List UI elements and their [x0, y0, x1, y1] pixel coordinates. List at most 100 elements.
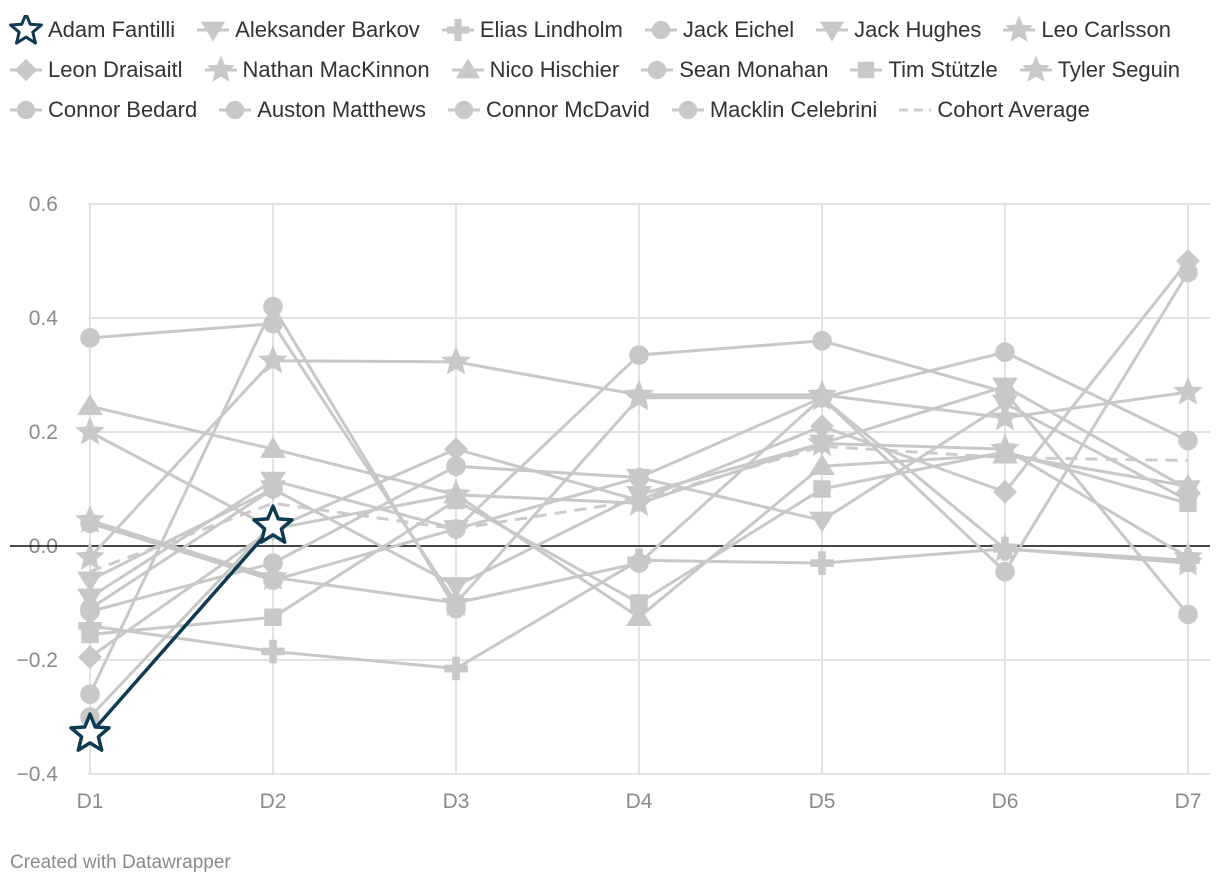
- legend-item-nathan-mackinnon: Nathan MacKinnon: [203, 50, 430, 90]
- data-point: [624, 487, 654, 516]
- legend-label: Tim Stützle: [888, 57, 998, 82]
- x-tick-label: D5: [809, 790, 836, 813]
- legend-marker: [455, 58, 480, 79]
- data-point: [813, 480, 831, 498]
- legend-item-connor-bedard: Connor Bedard: [8, 90, 197, 130]
- data-point: [77, 588, 103, 610]
- legend-marker: [16, 100, 36, 120]
- legend-marker: [454, 100, 474, 120]
- legend-marker: [1021, 55, 1050, 82]
- legend-marker: [651, 20, 671, 40]
- data-point: [447, 491, 465, 510]
- legend-swatch: [10, 58, 42, 82]
- data-point: [1178, 430, 1198, 451]
- legend-label: Cohort Average: [937, 97, 1090, 122]
- data-point: [81, 625, 99, 644]
- data-point: [263, 296, 283, 317]
- legend-marker: [678, 100, 697, 120]
- data-point: [629, 345, 649, 365]
- data-point: [996, 443, 1014, 461]
- data-point: [993, 479, 1017, 504]
- legend-marker: [9, 15, 43, 45]
- legend-marker: [201, 21, 226, 42]
- legend-item-auston-matthews: Auston Matthews: [217, 90, 426, 130]
- legend-swatch: [9, 15, 43, 45]
- data-point: [807, 382, 837, 411]
- data-point: [443, 577, 469, 599]
- data-point: [809, 511, 835, 533]
- data-point: [446, 598, 466, 619]
- legend-marker: [446, 19, 469, 41]
- data-point: [990, 533, 1020, 562]
- legend-item-sean-monahan: Sean Monahan: [639, 50, 828, 90]
- legend-item-macklin-celebrini: Macklin Celebrini: [670, 90, 877, 130]
- legend-swatch: [441, 19, 474, 41]
- legend-label: Leon Draisaitl: [48, 57, 183, 82]
- series-connor-mcdavid: [80, 479, 283, 619]
- legend-swatch: [219, 100, 252, 120]
- data-point: [260, 436, 286, 458]
- datawrapper-credit: Created with Datawrapper: [10, 852, 231, 873]
- y-tick-label: 0.2: [29, 421, 58, 444]
- data-point: [630, 594, 648, 612]
- legend-label: Jack Eichel: [682, 17, 795, 42]
- data-point: [263, 479, 283, 499]
- legend-item-leon-draisaitl: Leon Draisaitl: [8, 50, 183, 90]
- axis-layer: −0.4−0.20.00.20.40.6D1 D2 D3 D4 D5 D6 D7: [10, 193, 1210, 813]
- data-point: [78, 645, 102, 670]
- legend-item-elias-lindholm: Elias Lindholm: [440, 10, 623, 50]
- data-point: [69, 712, 111, 752]
- legend-swatch: [1003, 15, 1036, 42]
- legend-item-tim-stutzle: Tim Stützle: [848, 50, 998, 90]
- legend-swatch: [816, 21, 849, 42]
- legend-label: Leo Carlsson: [1041, 17, 1171, 42]
- data-point: [995, 342, 1015, 363]
- data-point: [75, 541, 105, 570]
- data-point: [626, 605, 652, 626]
- legend-label: Jack Hughes: [854, 17, 982, 42]
- data-point: [812, 331, 832, 351]
- legend-marker: [820, 21, 845, 42]
- series-connor-bedard: [80, 296, 466, 705]
- data-point: [624, 382, 654, 411]
- data-point: [807, 427, 837, 456]
- data-point: [1176, 249, 1200, 273]
- data-point: [80, 684, 100, 705]
- data-point: [80, 328, 100, 348]
- data-point: [995, 561, 1015, 582]
- x-tick-label: D1: [77, 790, 104, 813]
- data-point: [75, 416, 105, 445]
- legend-label: Aleksander Barkov: [235, 17, 420, 42]
- data-point: [1178, 604, 1198, 625]
- legend-swatch: [1019, 55, 1052, 82]
- data-point: [1173, 376, 1203, 405]
- x-tick-label: D2: [260, 790, 287, 813]
- y-tick-label: 0.6: [29, 193, 58, 216]
- legend-marker: [226, 100, 245, 120]
- data-point: [809, 453, 835, 475]
- y-tick-label: −0.4: [17, 763, 59, 786]
- data-point: [629, 553, 649, 573]
- legend-swatch: [197, 21, 230, 42]
- legend-label: Nathan MacKinnon: [242, 57, 430, 82]
- legend-swatch: [204, 55, 237, 82]
- legend-item-adam-fantilli: Adam Fantilli: [8, 10, 175, 50]
- data-point: [80, 513, 100, 534]
- data-point: [264, 608, 282, 626]
- legend-swatch: [451, 58, 484, 79]
- data-point: [261, 639, 285, 664]
- legend-label: Sean Monahan: [679, 57, 829, 82]
- x-tick-label: D6: [992, 790, 1019, 813]
- legend-label: Tyler Seguin: [1057, 57, 1180, 82]
- legend-swatch: [10, 100, 42, 120]
- legend-item-jack-eichel: Jack Eichel: [643, 10, 794, 50]
- series-line: [89, 487, 274, 610]
- chart-legend: Adam Fantilli Aleksander Barkov Elias Lind…: [8, 10, 1208, 130]
- data-point: [77, 571, 103, 593]
- legend-label: Elias Lindholm: [479, 17, 623, 42]
- data-point: [77, 394, 103, 416]
- legend-marker: [14, 58, 38, 82]
- legend-item-tyler-seguin: Tyler Seguin: [1018, 50, 1180, 90]
- data-point: [444, 656, 468, 681]
